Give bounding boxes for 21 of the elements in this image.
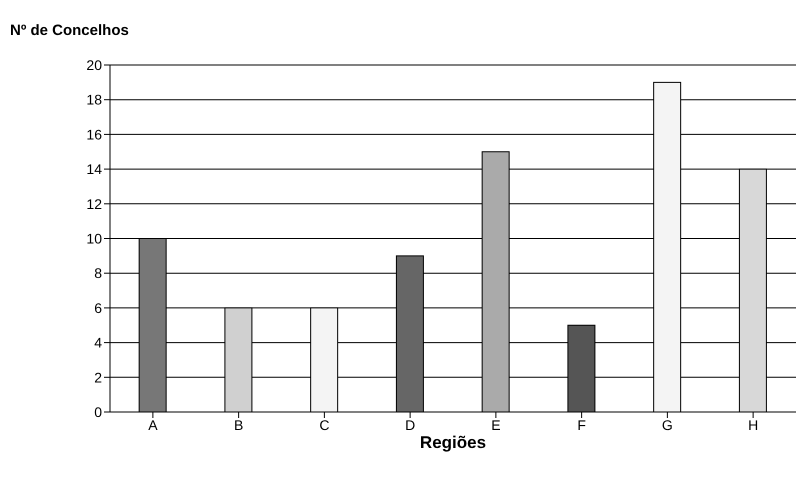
x-tick-label: C (319, 416, 330, 433)
y-tick-label: 4 (94, 334, 102, 351)
y-tick-label: 2 (94, 369, 102, 386)
x-tick-label: B (234, 416, 244, 433)
x-tick-label: E (491, 416, 501, 433)
y-tick-label: 16 (86, 126, 102, 142)
x-tick-label: H (748, 416, 758, 433)
x-tick-label: A (148, 416, 158, 433)
x-tick-label: F (577, 416, 586, 433)
y-tick-label: 20 (86, 56, 102, 73)
x-tick-label: D (405, 416, 416, 433)
y-tick-label: 14 (86, 161, 102, 178)
y-tick-label: 18 (86, 92, 102, 108)
y-tick-label: 8 (94, 265, 102, 282)
chart-title: Nº de Concelhos (10, 22, 129, 39)
y-tick-label: 0 (94, 404, 102, 420)
y-tick-label: 10 (86, 230, 102, 246)
x-axis-title: Regiões (420, 433, 486, 452)
y-tick-label: 12 (86, 196, 102, 212)
y-tick-label: 6 (94, 300, 102, 316)
x-tick-label: G (662, 416, 673, 433)
